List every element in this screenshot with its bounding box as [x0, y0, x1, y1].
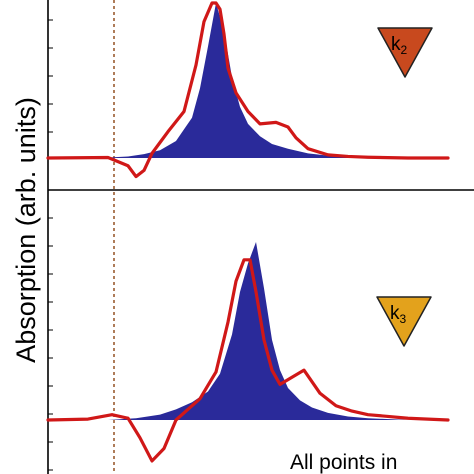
fill-series-area — [80, 3, 408, 158]
line-series-curve — [46, 1, 450, 179]
plot-area — [46, 1, 450, 463]
panel-marker-1: k2 — [377, 27, 433, 78]
caption-text: All points in — [290, 451, 397, 474]
fill-series-area — [108, 242, 408, 420]
triangle-marker-icon — [376, 296, 432, 347]
panel-marker-2: k3 — [376, 296, 432, 347]
panel-markers: k2 k3 — [376, 27, 433, 347]
y-axis-label: Absorption (arb. units) — [11, 97, 41, 363]
plot-frame — [47, 0, 474, 474]
panel-1 — [46, 1, 450, 179]
line-series-curve — [46, 258, 450, 463]
panel-2 — [46, 242, 450, 463]
triangle-marker-icon — [377, 27, 433, 78]
